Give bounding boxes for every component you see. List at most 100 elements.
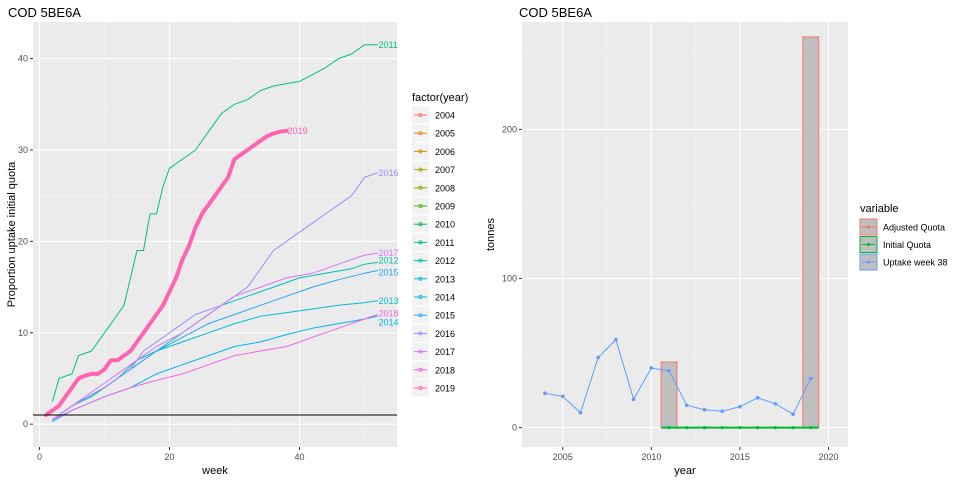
left-x-tick-label: 0 (37, 452, 42, 462)
uptake-point-2009 (631, 397, 636, 402)
uptake-point-2014 (720, 409, 725, 414)
right-y-tick-label: 0 (512, 423, 517, 433)
left-legend-item: 2013 (412, 270, 455, 288)
uptake-point-2013 (702, 407, 707, 412)
left-legend-item: 2007 (412, 161, 455, 179)
left-legend-item: 2012 (412, 252, 455, 270)
legend-label: Uptake week 38 (883, 258, 948, 268)
legend-label: 2013 (435, 274, 455, 284)
legend-key-point (418, 331, 423, 336)
legend-label: 2009 (435, 202, 455, 212)
legend-key-point (866, 242, 871, 247)
right-x-tick-label: 2005 (553, 452, 573, 462)
uptake-point-2004 (543, 391, 547, 396)
uptake-point-2017 (773, 401, 778, 406)
initial-quota-point-2012 (685, 426, 689, 430)
legend-key-point (418, 240, 423, 245)
left-legend-item: 2015 (412, 306, 455, 324)
left-x-tick-label: 40 (294, 452, 304, 462)
left-legend-item: 2018 (412, 361, 455, 379)
right-chart-title: COD 5BE6A (519, 5, 592, 20)
left-plot-panel (33, 22, 397, 447)
legend-key-point (418, 349, 423, 354)
legend-label: 2010 (435, 220, 455, 230)
uptake-point-2012 (684, 403, 689, 408)
legend-key-point (866, 225, 871, 229)
left-legend-item: 2016 (412, 324, 455, 342)
left-y-tick-label: 40 (18, 54, 28, 64)
left-legend-title: factor(year) (412, 92, 468, 104)
series-line-2018 (52, 314, 378, 421)
series-end-label-2015: 2015 (379, 268, 399, 278)
legend-label: Adjusted Quota (883, 223, 945, 233)
legend-key-point (418, 294, 423, 299)
uptake-point-2015 (738, 404, 742, 409)
initial-quota-point-2019 (809, 426, 813, 430)
legend-label: 2019 (435, 384, 455, 394)
right-y-tick-label: 100 (502, 273, 517, 283)
uptake-point-2010 (649, 366, 654, 370)
left-y-axis-title: Proportion uptake initial quota (6, 161, 18, 307)
uptake-point-2008 (614, 337, 618, 342)
legend-key-point (418, 276, 423, 281)
right-x-tick-label: 2015 (730, 452, 750, 462)
uptake-point-2016 (755, 395, 760, 400)
initial-quota-point-2013 (702, 426, 707, 430)
legend-label: 2018 (435, 365, 455, 375)
left-legend-item: 2009 (412, 197, 455, 215)
legend-key-point (418, 385, 423, 390)
initial-quota-point-2017 (773, 426, 777, 430)
right-chart: COD 5BE6A 2005 2010 2015 2020 0 100 200 year tonn… (485, 5, 948, 477)
legend-label: 2016 (435, 329, 455, 339)
left-legend-item: 2014 (412, 288, 455, 306)
right-legend-title: variable (860, 203, 899, 215)
legend-key-point (418, 203, 423, 208)
legend-label: 2017 (435, 347, 455, 357)
initial-quota-point-2016 (756, 426, 760, 430)
uptake-point-2007 (596, 355, 600, 360)
legend-key-point (418, 313, 423, 318)
initial-quota-point-2018 (791, 426, 795, 430)
legend-label: Initial Quota (883, 240, 931, 250)
left-chart-title: COD 5BE6A (8, 5, 81, 20)
series-line-2019 (44, 128, 289, 417)
left-legend-item: 2011 (412, 233, 454, 251)
legend-key-point (418, 149, 423, 154)
legend-label: 2015 (435, 311, 455, 321)
legend-key-point (418, 258, 423, 263)
series-end-label-2017: 2017 (379, 248, 399, 258)
right-x-tick-label: 2020 (818, 452, 838, 462)
left-y-tick-label: 20 (18, 236, 28, 246)
legend-label: 2011 (435, 238, 454, 248)
right-y-axis-title: tonnes (485, 217, 497, 251)
series-end-label-2018: 2018 (379, 308, 399, 318)
series-end-label-2019: 2019 (288, 126, 308, 136)
legend-key-point (418, 367, 423, 372)
uptake-week-38-line (544, 338, 812, 415)
legend-key-point (418, 131, 423, 136)
legend-label: 2008 (435, 183, 455, 193)
initial-quota-point-2015 (738, 426, 742, 430)
right-x-tick-label: 2010 (641, 452, 661, 462)
uptake-point-2018 (791, 412, 795, 416)
uptake-point-2011 (667, 369, 671, 373)
left-legend-item: 2010 (412, 215, 455, 233)
legend-key-point (418, 167, 423, 172)
series-end-label-2011: 2011 (379, 40, 398, 50)
uptake-point-2019 (808, 376, 813, 381)
legend-key-point (866, 260, 871, 264)
initial-quota-point-2011 (667, 426, 671, 430)
right-legend-item: Uptake week 38 (859, 253, 948, 271)
series-end-label-2014: 2014 (379, 317, 399, 327)
uptake-point-2005 (560, 394, 565, 399)
left-legend-item: 2005 (412, 124, 455, 142)
series-end-label-2016: 2016 (379, 168, 399, 178)
legend-label: 2012 (435, 256, 455, 266)
series-line-2017 (52, 252, 378, 421)
left-legend-item: 2008 (412, 179, 455, 197)
legend-label: 2006 (435, 147, 455, 157)
uptake-point-2006 (578, 410, 583, 415)
legend-key-point (418, 113, 423, 118)
